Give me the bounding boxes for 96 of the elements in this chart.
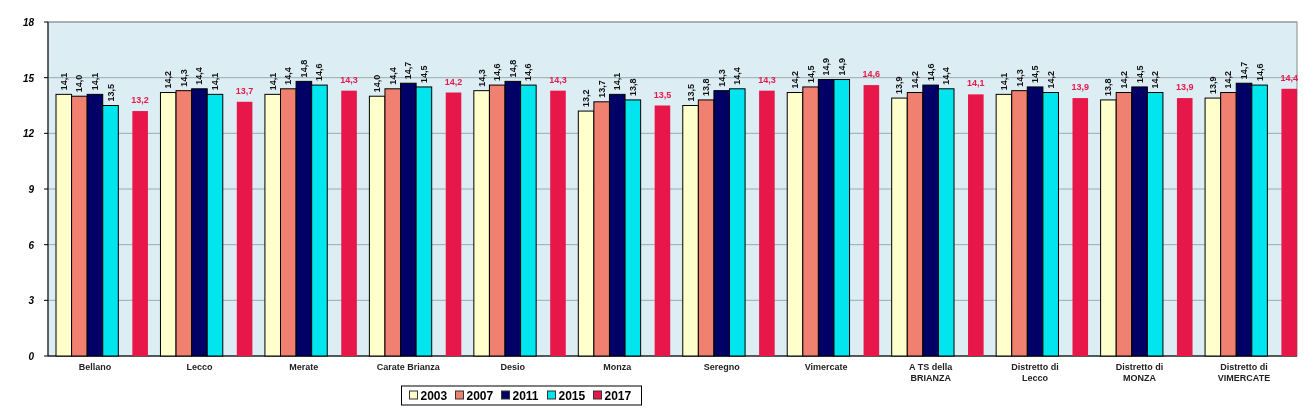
y-tick-label: 3 [28,295,35,307]
x-tick-label: Carate Brianza [376,362,441,372]
data-label: 14,4 [194,67,205,85]
data-label: 13,7 [596,80,607,98]
data-label: 14,4 [283,67,294,85]
legend-label: 2007 [466,389,494,403]
data-label: 14,1 [58,72,69,91]
data-label: 14,3 [476,69,487,87]
bar [654,105,671,356]
data-label: 14,2 [163,70,174,89]
data-label: 14,1 [967,78,985,89]
bar [445,92,462,356]
data-label: 13,9 [1071,82,1090,93]
y-tick-label: 12 [22,128,35,140]
data-label: 14,0 [372,74,383,93]
data-label: 14,5 [805,65,816,83]
data-label: 14,5 [1030,65,1041,83]
data-label: 14,9 [836,57,847,76]
data-label: 14,2 [1118,70,1129,89]
x-tick-label: Distretto di Lecco [1011,362,1059,383]
data-label: 14,2 [1223,70,1234,89]
data-label: 14,4 [1280,72,1298,83]
y-tick-label: 15 [22,72,35,84]
data-label: 14,6 [314,63,325,82]
bar [341,90,357,356]
data-label: 13,5 [105,83,116,102]
data-label: 13,9 [1207,76,1218,95]
data-label: 13,9 [1175,82,1194,93]
data-label: 14,7 [1239,61,1250,80]
legend-label: 2017 [604,389,632,403]
data-label: 13,5 [653,89,672,100]
data-label: 14,8 [507,59,518,78]
bar [759,90,775,356]
data-label: 13,8 [1103,78,1114,96]
bar [1281,88,1297,356]
data-label: 14,3 [716,69,727,87]
data-label: 14,3 [178,69,189,87]
bar [550,90,566,356]
data-label: 14,2 [1150,70,1161,89]
y-tick-label: 9 [28,184,35,195]
data-label: 14,6 [523,63,534,82]
legend-label: 2015 [558,389,586,403]
data-label: 14,6 [862,69,881,80]
data-label: 13,2 [131,95,149,106]
data-label: 14,1 [89,72,100,91]
x-tick-label: Merate [289,362,319,372]
y-tick-label: 0 [28,351,35,362]
bar [863,85,880,356]
x-tick-label: Distretto di VIMERCATE [1217,362,1271,383]
bar [132,111,148,356]
x-tick-label: Vimercate [804,362,848,372]
x-tick-label: Desio [500,362,526,372]
data-label: 14,6 [925,63,936,82]
data-label: 13,5 [685,83,696,102]
data-label: 14,2 [910,70,921,89]
data-label: 13,8 [627,78,638,96]
bar [1072,98,1089,356]
data-label: 14,1 [209,72,220,91]
y-tick-label: 18 [22,17,35,28]
x-tick-label: Bellano [78,362,112,372]
data-label: 14,3 [758,74,776,85]
x-tick-label: A TS della BRIANZA [909,362,954,383]
data-label: 14,6 [492,63,503,82]
data-label: 14,1 [612,72,623,91]
data-label: 14,4 [732,67,743,85]
data-label: 13,2 [581,89,592,108]
data-label: 14,3 [340,74,358,85]
x-tick-label: Distretto di MONZA [1115,362,1164,383]
data-label: 14,3 [1014,69,1025,87]
data-label: 14,1 [267,72,278,91]
data-label: 14,5 [1134,65,1145,83]
data-label: 14,0 [74,74,85,93]
data-label: 14,6 [1254,63,1265,82]
data-label: 13,8 [701,78,712,96]
data-label: 13,7 [235,85,254,96]
data-label: 14,2 [444,76,463,87]
data-label: 14,7 [403,61,414,80]
data-label: 14,1 [998,72,1009,91]
data-label: 14,5 [418,65,429,83]
legend-label: 2003 [420,389,448,403]
data-label: 14,9 [821,57,832,76]
x-tick-label: Seregno [703,362,741,372]
data-label: 14,2 [1045,70,1056,89]
bar [1176,98,1193,356]
legend-label: 2011 [512,389,539,403]
bar [236,101,253,356]
x-tick-label: Lecco [186,362,213,372]
data-label: 14,3 [549,74,567,85]
data-label: 14,2 [790,70,801,89]
data-label: 14,4 [941,67,952,85]
data-label: 14,8 [298,59,309,78]
data-label: 13,9 [894,76,905,95]
bar [968,94,984,356]
x-tick-label: Monza [603,362,633,372]
y-tick-label: 6 [28,239,35,251]
data-label: 14,4 [387,67,398,85]
